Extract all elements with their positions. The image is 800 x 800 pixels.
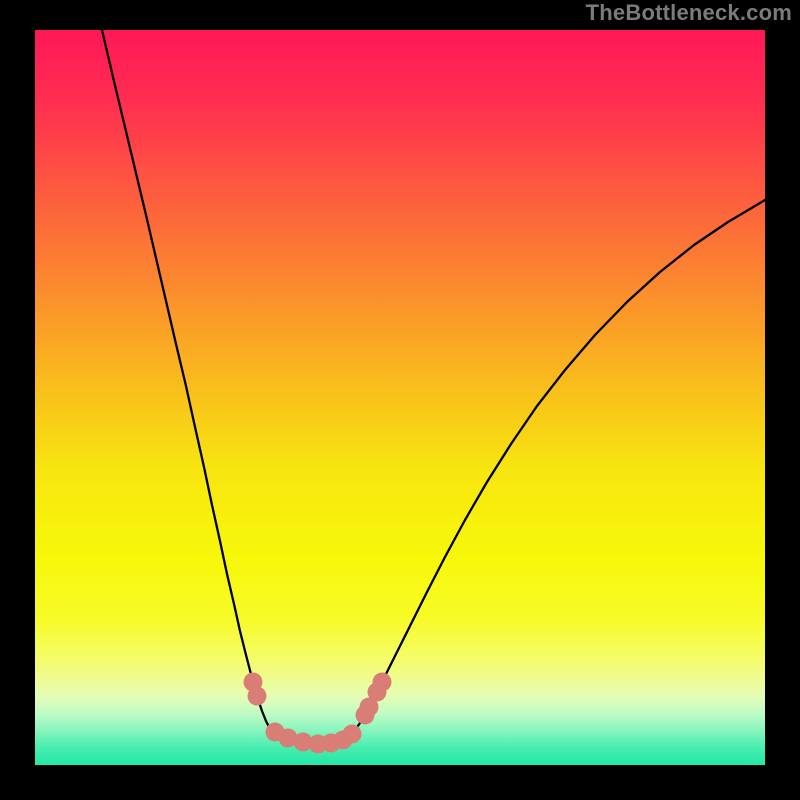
plot-area [35, 30, 765, 765]
curve-marker [343, 725, 362, 744]
watermark-text: TheBottleneck.com [586, 0, 792, 26]
plot-svg [35, 30, 765, 765]
curve-marker [373, 673, 392, 692]
curve-marker [248, 687, 267, 706]
chart-canvas: TheBottleneck.com [0, 0, 800, 800]
gradient-background [35, 30, 765, 765]
